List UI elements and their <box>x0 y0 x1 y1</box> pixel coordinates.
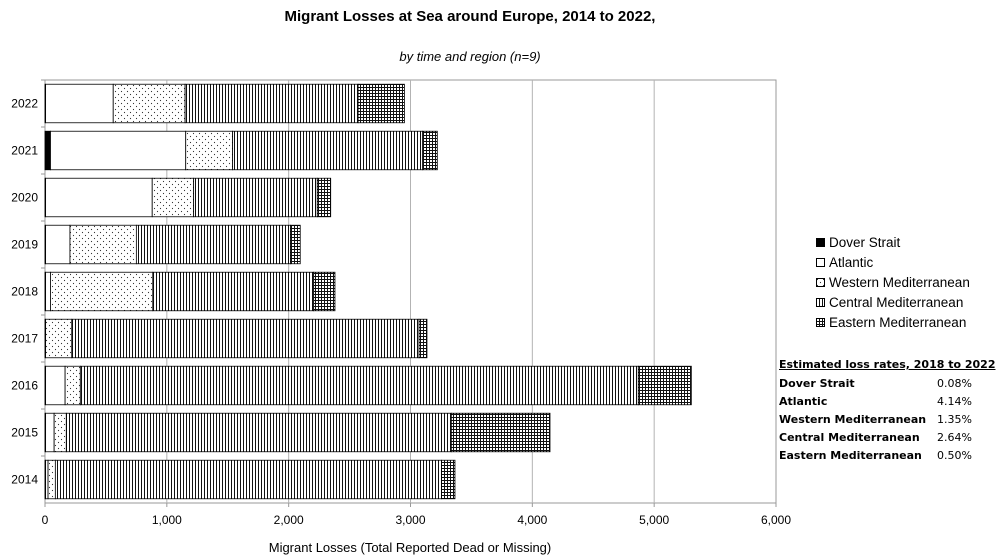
y-tick-label: 2016 <box>11 379 38 393</box>
bar-atlantic-2021 <box>50 130 187 171</box>
bar-western-mediterranean-2017 <box>45 318 73 359</box>
x-tick-label: 2,000 <box>274 513 304 527</box>
bar-central-mediterranean-2022 <box>184 83 359 124</box>
x-tick-label: 0 <box>42 513 49 527</box>
y-tick-label: 2014 <box>11 473 38 487</box>
loss-rate-name: Eastern Mediterranean <box>779 448 922 462</box>
bar-atlantic-2022 <box>45 83 114 124</box>
loss-rate-name: Central Mediterranean <box>779 430 920 444</box>
loss-rate-row: Eastern Mediterranean 0.50% <box>779 446 1001 464</box>
bar-atlantic-2018 <box>45 271 51 312</box>
loss-rate-value: 0.50% <box>937 448 972 462</box>
legend-swatch-eastern-mediterranean <box>816 317 825 327</box>
y-tick-label: 2022 <box>11 97 38 111</box>
bar-eastern-mediterranean-2015 <box>450 412 551 453</box>
bar-central-mediterranean-2018 <box>152 271 315 312</box>
y-tick-label: 2020 <box>11 191 38 205</box>
y-tick-label: 2015 <box>11 426 38 440</box>
y-tick-label: 2018 <box>11 285 38 299</box>
x-tick-label: 1,000 <box>152 513 182 527</box>
legend-item-atlantic: Atlantic <box>816 252 970 272</box>
loss-rate-row: Atlantic 4.14% <box>779 392 1001 410</box>
loss-rate-value: 2.64% <box>937 430 972 444</box>
loss-rate-value: 4.14% <box>937 394 972 408</box>
bar-central-mediterranean-2020 <box>193 177 318 218</box>
y-tick-label: 2021 <box>11 144 38 158</box>
x-tick-label: 4,000 <box>517 513 547 527</box>
bar-atlantic-2020 <box>45 177 153 218</box>
x-tick-label: 3,000 <box>395 513 425 527</box>
bar-central-mediterranean-2017 <box>71 318 420 359</box>
chart-title: Migrant Losses at Sea around Europe, 201… <box>284 8 656 25</box>
bar-dover-strait-2021 <box>44 130 51 171</box>
bar-western-mediterranean-2014 <box>47 459 56 500</box>
legend-swatch-central-mediterranean <box>816 297 825 307</box>
legend-item-dover-strait: Dover Strait <box>816 232 970 252</box>
x-axis-label: Migrant Losses (Total Reported Dead or M… <box>268 540 552 555</box>
chart-subtitle: by time and region (n=9) <box>399 49 541 64</box>
bar-western-mediterranean-2022 <box>112 83 186 124</box>
y-tick-label: 2017 <box>11 332 38 346</box>
loss-rates-table: Estimated loss rates, 2018 to 2022 Dover… <box>779 358 1001 464</box>
loss-rate-row: Western Mediterranean 1.35% <box>779 410 1001 428</box>
x-tick-label: 5,000 <box>639 513 669 527</box>
loss-rate-row: Dover Strait 0.08% <box>779 374 1001 392</box>
loss-rate-name: Atlantic <box>779 394 828 408</box>
bar-atlantic-2019 <box>45 224 71 265</box>
bar-western-mediterranean-2015 <box>53 412 67 453</box>
bar-eastern-mediterranean-2022 <box>357 83 405 124</box>
legend-item-eastern-mediterranean: Eastern Mediterranean <box>816 312 970 332</box>
legend-item-central-mediterranean: Central Mediterranean <box>816 292 970 312</box>
bar-central-mediterranean-2019 <box>135 224 291 265</box>
bar-central-mediterranean-2015 <box>65 412 452 453</box>
legend-label-eastern-mediterranean: Eastern Mediterranean <box>829 314 967 330</box>
bar-eastern-mediterranean-2014 <box>441 459 456 500</box>
bar-eastern-mediterranean-2019 <box>290 224 301 265</box>
loss-rate-value: 0.08% <box>937 376 972 390</box>
loss-rate-value: 1.35% <box>937 412 972 426</box>
bar-eastern-mediterranean-2021 <box>422 130 438 171</box>
bar-central-mediterranean-2014 <box>54 459 442 500</box>
legend-swatch-western-mediterranean <box>816 277 825 287</box>
legend-label-dover-strait: Dover Strait <box>829 234 901 250</box>
loss-rate-row: Central Mediterranean 2.64% <box>779 428 1001 446</box>
loss-rate-name: Western Mediterranean <box>779 412 927 426</box>
loss-rate-name: Dover Strait <box>779 376 855 390</box>
bar-eastern-mediterranean-2018 <box>313 271 336 312</box>
x-tick-label: 6,000 <box>761 513 791 527</box>
bar-western-mediterranean-2019 <box>69 224 137 265</box>
loss-rates-title: Estimated loss rates, 2018 to 2022 <box>779 358 996 371</box>
legend-label-central-mediterranean: Central Mediterranean <box>829 294 964 310</box>
bar-central-mediterranean-2021 <box>232 130 424 171</box>
legend: Dover Strait Atlantic Western Mediterran… <box>816 232 970 332</box>
bar-western-mediterranean-2021 <box>185 130 234 171</box>
y-tick-label: 2019 <box>11 238 38 252</box>
bar-eastern-mediterranean-2020 <box>316 177 332 218</box>
bar-atlantic-2015 <box>45 412 55 453</box>
legend-swatch-dover-strait <box>816 237 825 247</box>
bar-eastern-mediterranean-2017 <box>418 318 428 359</box>
bar-central-mediterranean-2016 <box>79 365 639 406</box>
legend-swatch-atlantic <box>816 257 825 267</box>
legend-label-atlantic: Atlantic <box>829 254 874 270</box>
legend-label-western-mediterranean: Western Mediterranean <box>829 274 970 290</box>
bar-atlantic-2016 <box>45 365 66 406</box>
bar-western-mediterranean-2016 <box>64 365 81 406</box>
bar-eastern-mediterranean-2016 <box>637 365 692 406</box>
legend-item-western-mediterranean: Western Mediterranean <box>816 272 970 292</box>
bar-western-mediterranean-2018 <box>50 271 154 312</box>
bar-western-mediterranean-2020 <box>151 177 195 218</box>
